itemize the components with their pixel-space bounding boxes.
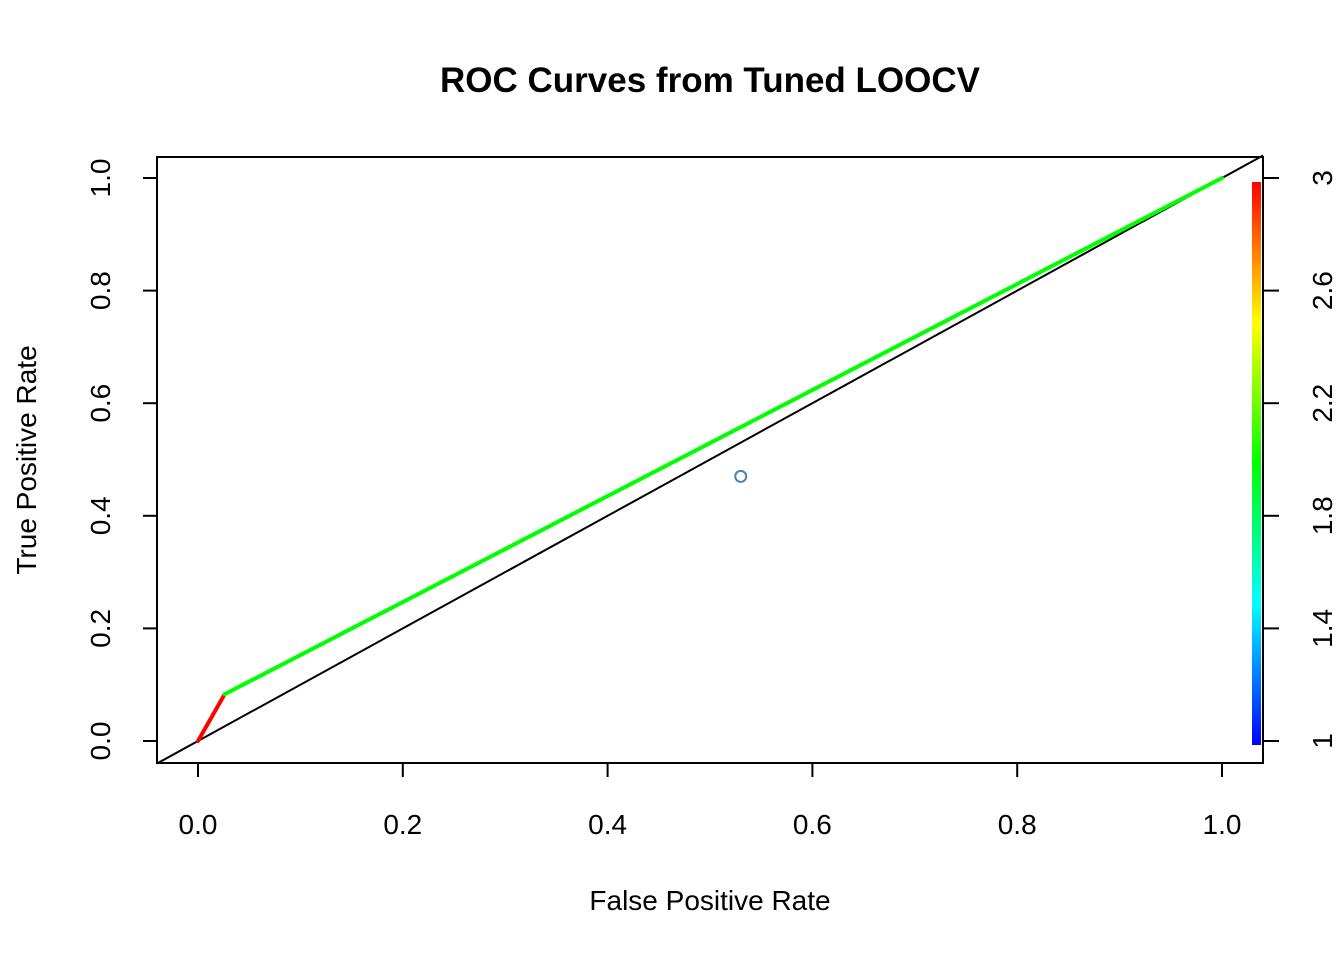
chart-title: ROC Curves from Tuned LOOCV: [440, 61, 981, 100]
x-tick-label-1: 0.2: [383, 809, 422, 840]
x-tick-label-3: 0.6: [793, 809, 832, 840]
colorbar-tick-label-5: 3: [1307, 170, 1338, 186]
x-axis-label: False Positive Rate: [589, 885, 830, 916]
roc-segment-0: [196, 692, 227, 743]
y-tick-label-0: 0.0: [85, 722, 116, 761]
y-tick-label-4: 0.8: [85, 271, 116, 310]
y-tick-label-1: 0.2: [85, 609, 116, 648]
colorbar-tick-label-1: 1.4: [1307, 609, 1338, 648]
x-tick-label-0: 0.0: [179, 809, 218, 840]
colorbar-tick-label-3: 2.2: [1307, 384, 1338, 423]
roc-segment-1: [222, 176, 1224, 697]
diagonal-line: [156, 154, 1264, 765]
x-tick-label-5: 1.0: [1203, 809, 1242, 840]
colorbar: [1252, 182, 1261, 745]
y-tick-label-5: 1.0: [85, 159, 116, 198]
colorbar-tick-label-4: 2.6: [1307, 271, 1338, 310]
colorbar-tick-label-0: 1: [1307, 733, 1338, 749]
y-tick-label-3: 0.6: [85, 384, 116, 423]
x-tick-label-4: 0.8: [998, 809, 1037, 840]
colorbar-tick-label-2: 1.8: [1307, 496, 1338, 535]
y-tick-label-2: 0.4: [85, 496, 116, 535]
roc-point: [734, 469, 748, 483]
x-tick-label-2: 0.4: [588, 809, 627, 840]
y-axis-label: True Positive Rate: [11, 345, 42, 574]
